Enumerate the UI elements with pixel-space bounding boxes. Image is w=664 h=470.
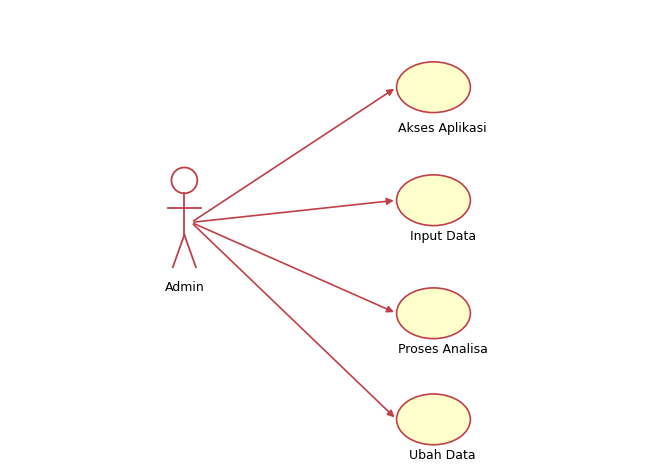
Ellipse shape [396,175,470,226]
Ellipse shape [396,288,470,338]
Text: Akses Aplikasi: Akses Aplikasi [398,122,487,135]
Text: Proses Analisa: Proses Analisa [398,343,487,356]
Ellipse shape [396,62,470,113]
Text: Admin: Admin [165,281,205,294]
Ellipse shape [396,394,470,445]
Text: Ubah Data: Ubah Data [410,449,476,462]
Text: Input Data: Input Data [410,230,476,243]
